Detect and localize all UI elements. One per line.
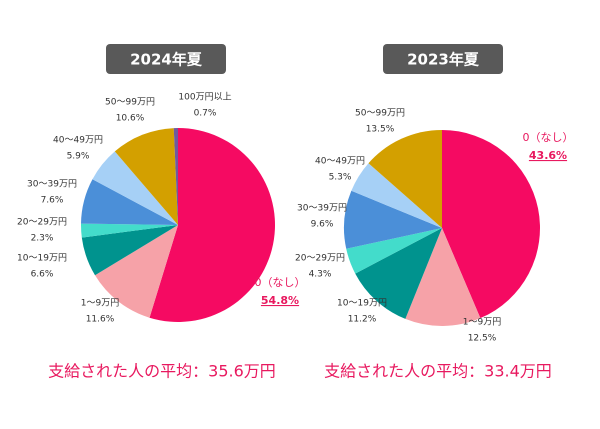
category-label: 10～19万円 — [337, 298, 387, 309]
pie-slice — [81, 225, 178, 276]
pie-slice — [95, 225, 178, 318]
value-label: 54.8% — [261, 294, 299, 307]
pie-slice — [368, 130, 442, 228]
value-label: 13.5% — [366, 125, 395, 135]
value-label: 0.7% — [194, 109, 217, 119]
category-label: 1～9万円 — [81, 298, 119, 309]
pie-slice — [149, 128, 275, 322]
category-label: 100万円以上 — [178, 92, 231, 103]
value-label: 4.3% — [309, 270, 332, 280]
value-label: 11.2% — [348, 315, 377, 325]
pie-slice — [81, 223, 178, 238]
pie-slice — [173, 128, 178, 225]
category-label: 1～9万円 — [463, 317, 501, 328]
category-label: 30～39万円 — [27, 179, 77, 190]
category-label: 30～39万円 — [297, 203, 347, 214]
pie-slice — [442, 130, 540, 319]
chart-title: 2023年夏 — [407, 51, 480, 69]
value-label: 5.9% — [67, 152, 90, 162]
value-label: 9.6% — [311, 220, 334, 230]
value-label: 11.6% — [86, 315, 115, 325]
pie-slice — [351, 163, 442, 228]
category-label: 10～19万円 — [17, 253, 67, 264]
pie-slice — [355, 228, 442, 319]
category-label: 0（なし） — [255, 276, 306, 289]
pie-slice — [344, 190, 442, 249]
category-label: 20～29万円 — [295, 253, 345, 264]
pie-slice — [346, 228, 442, 274]
category-label: 20～29万円 — [17, 217, 67, 228]
annotation: 支給された人の平均：35.6万円 — [48, 362, 276, 381]
title-box — [383, 44, 503, 74]
annotation: 支給された人の平均：33.4万円 — [324, 362, 552, 381]
pie-slice — [114, 128, 178, 225]
category-label: 40～49万円 — [315, 156, 365, 167]
chart-title: 2024年夏 — [130, 51, 203, 69]
value-label: 6.6% — [31, 270, 54, 280]
category-label: 50～99万円 — [105, 97, 155, 108]
value-label: 5.3% — [329, 173, 352, 183]
pie-slice — [81, 179, 178, 225]
pie-slice — [405, 228, 481, 326]
value-label: 10.6% — [116, 114, 145, 124]
category-label: 40～49万円 — [53, 135, 103, 146]
value-label: 2.3% — [31, 234, 54, 244]
category-label: 0（なし） — [523, 131, 574, 144]
value-label: 7.6% — [41, 196, 64, 206]
value-label: 12.5% — [468, 334, 497, 344]
category-label: 50～99万円 — [355, 108, 405, 119]
title-box — [106, 44, 226, 74]
pie-slice — [92, 151, 178, 225]
value-label: 43.6% — [529, 149, 567, 162]
